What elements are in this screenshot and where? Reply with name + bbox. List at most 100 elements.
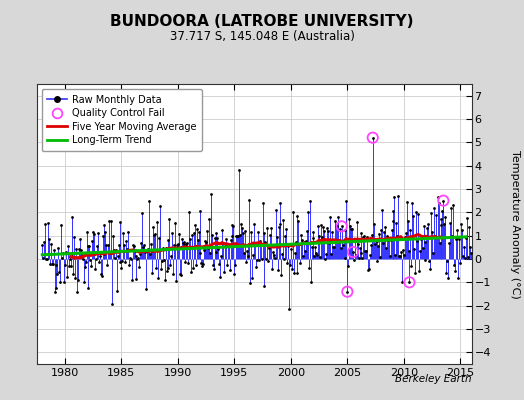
Point bbox=[81, 259, 90, 265]
Point bbox=[206, 250, 214, 256]
Point bbox=[328, 228, 336, 235]
Point bbox=[321, 256, 329, 262]
Point bbox=[421, 238, 430, 245]
Point bbox=[259, 230, 268, 236]
Point bbox=[241, 228, 249, 234]
Point bbox=[337, 223, 346, 230]
Point bbox=[158, 258, 166, 264]
Point bbox=[457, 221, 465, 227]
Point bbox=[95, 259, 103, 265]
Point bbox=[299, 252, 307, 259]
Point bbox=[405, 248, 413, 254]
Point bbox=[133, 256, 141, 262]
Point bbox=[127, 256, 135, 262]
Point bbox=[256, 238, 264, 244]
Point bbox=[41, 221, 49, 228]
Point bbox=[211, 235, 219, 241]
Point bbox=[315, 233, 323, 239]
Point bbox=[358, 254, 367, 261]
Point bbox=[245, 197, 254, 204]
Point bbox=[427, 210, 435, 216]
Point bbox=[190, 230, 198, 236]
Point bbox=[418, 235, 426, 241]
Point bbox=[169, 270, 177, 277]
Point bbox=[340, 237, 348, 244]
Point bbox=[187, 269, 195, 275]
Point bbox=[298, 237, 307, 243]
Point bbox=[334, 213, 342, 220]
Point bbox=[184, 260, 192, 266]
Point bbox=[118, 258, 126, 264]
Point bbox=[304, 265, 313, 271]
Point bbox=[100, 222, 108, 228]
Point bbox=[114, 241, 123, 248]
Point bbox=[86, 257, 94, 264]
Point bbox=[447, 233, 456, 239]
Point bbox=[385, 235, 393, 242]
Point bbox=[160, 277, 169, 284]
Point bbox=[44, 220, 52, 226]
Point bbox=[213, 235, 222, 241]
Point bbox=[113, 288, 121, 294]
Point bbox=[182, 241, 191, 247]
Point bbox=[423, 225, 432, 232]
Point bbox=[287, 246, 295, 252]
Point bbox=[146, 251, 154, 257]
Point bbox=[277, 272, 286, 278]
Point bbox=[419, 244, 427, 251]
Point bbox=[203, 228, 211, 235]
Point bbox=[335, 226, 344, 232]
Point bbox=[55, 269, 63, 275]
Point bbox=[388, 208, 397, 214]
Point bbox=[271, 207, 280, 213]
Point bbox=[153, 219, 161, 225]
Point bbox=[378, 207, 386, 213]
Point bbox=[132, 276, 140, 282]
Point bbox=[119, 230, 127, 236]
Point bbox=[236, 232, 244, 238]
Point bbox=[132, 252, 140, 259]
Point bbox=[134, 254, 143, 261]
Point bbox=[305, 198, 314, 204]
Point bbox=[409, 213, 418, 219]
Point bbox=[63, 243, 72, 250]
Point bbox=[70, 234, 79, 240]
Point bbox=[105, 218, 113, 225]
Point bbox=[252, 264, 260, 270]
Text: Berkeley Earth: Berkeley Earth bbox=[395, 374, 472, 384]
Point bbox=[82, 229, 91, 235]
Point bbox=[442, 270, 450, 276]
Point bbox=[51, 285, 60, 292]
Point bbox=[263, 225, 271, 232]
Point bbox=[248, 275, 256, 281]
Point bbox=[155, 235, 163, 242]
Point bbox=[422, 233, 431, 240]
Point bbox=[168, 230, 177, 236]
Point bbox=[309, 235, 318, 241]
Point bbox=[357, 249, 366, 256]
Point bbox=[452, 227, 461, 233]
Point bbox=[322, 225, 331, 231]
Point bbox=[231, 262, 239, 268]
Point bbox=[224, 243, 233, 249]
Point bbox=[204, 244, 212, 251]
Point bbox=[255, 257, 263, 264]
Point bbox=[280, 256, 288, 262]
Point bbox=[374, 243, 383, 250]
Point bbox=[110, 247, 118, 253]
Point bbox=[85, 243, 94, 250]
Point bbox=[428, 229, 436, 235]
Point bbox=[453, 235, 462, 241]
Point bbox=[288, 266, 296, 272]
Point bbox=[391, 252, 399, 258]
Point bbox=[353, 219, 361, 226]
Point bbox=[383, 233, 391, 239]
Point bbox=[172, 278, 180, 284]
Point bbox=[45, 236, 53, 242]
Point bbox=[341, 255, 350, 262]
Point bbox=[152, 265, 160, 271]
Point bbox=[135, 264, 144, 270]
Point bbox=[74, 276, 82, 283]
Point bbox=[217, 253, 225, 259]
Point bbox=[115, 219, 124, 226]
